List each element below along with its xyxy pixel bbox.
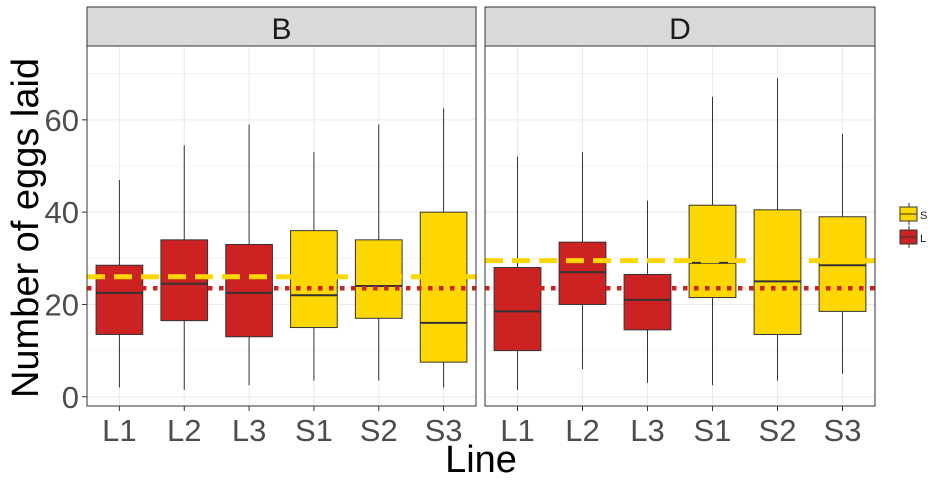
box-body	[623, 273, 672, 331]
x-tick-label: S3	[425, 413, 463, 448]
box-body	[225, 243, 273, 338]
x-tick-label: L2	[565, 413, 599, 448]
box-body	[493, 267, 542, 352]
box-B-L3	[225, 124, 273, 386]
x-tick-label: L3	[630, 413, 664, 448]
box-D-L1	[493, 156, 542, 390]
y-tick-label: 20	[45, 287, 79, 322]
box-body	[558, 241, 607, 305]
box-D-S1	[688, 96, 737, 386]
legend: SL	[899, 203, 927, 248]
facet-strip	[86, 6, 477, 47]
y-tick-label: 60	[45, 103, 79, 138]
legend-label: S	[920, 210, 927, 222]
box-D-S3	[818, 133, 867, 374]
box-D-S2	[753, 78, 802, 381]
x-tick-label: S1	[694, 413, 732, 448]
y-axis: 0 20 40 60	[45, 103, 87, 415]
panel-D: D L1 L2 L3 S1 S2 S3	[484, 6, 876, 448]
box-body	[160, 239, 209, 322]
panel-background	[485, 46, 875, 406]
y-axis-title: Number of eggs laid	[5, 58, 47, 398]
facet-panels: B L1 L2 L3 S1 S2 S3 D L1 L2 L3 S1 S2 S3	[86, 6, 876, 448]
panel-background	[87, 46, 476, 406]
x-tick-label: S1	[295, 413, 333, 448]
panel-border	[86, 45, 477, 407]
y-tick-label: 0	[62, 380, 79, 415]
x-tick-label: L2	[167, 413, 201, 448]
facet-label: B	[271, 13, 291, 46]
box-D-L3	[623, 200, 672, 383]
y-tick-label: 40	[45, 195, 79, 230]
box-body	[419, 211, 468, 363]
legend-label: L	[920, 233, 926, 245]
x-tick-label: S2	[759, 413, 797, 448]
box-body	[818, 216, 867, 312]
panel-B: B L1 L2 L3 S1 S2 S3	[86, 6, 477, 448]
panel-border	[484, 45, 876, 407]
x-tick-label: L1	[500, 413, 534, 448]
facet-label: D	[669, 13, 691, 46]
x-tick-label: S3	[824, 413, 862, 448]
box-B-L2	[160, 145, 209, 390]
box-D-L2	[558, 152, 607, 370]
x-tick-label: S2	[360, 413, 398, 448]
box-body	[753, 209, 802, 335]
facet-strip	[484, 6, 876, 47]
x-tick-label: L1	[102, 413, 136, 448]
x-axis-title: Line	[445, 439, 517, 481]
x-tick-label: L3	[232, 413, 266, 448]
box-body	[688, 204, 737, 299]
